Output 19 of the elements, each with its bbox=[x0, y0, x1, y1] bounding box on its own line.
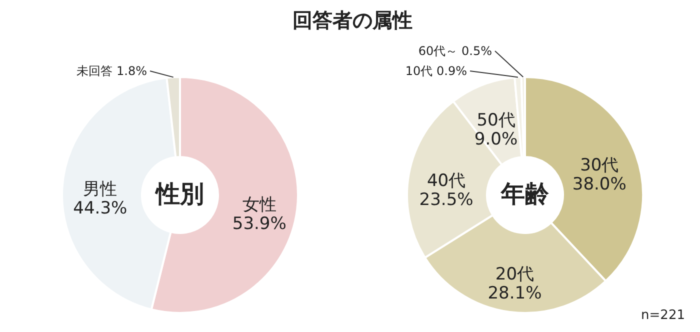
data-label: 44.3% bbox=[73, 198, 128, 219]
data-label: 53.9% bbox=[232, 214, 286, 234]
data-label: 23.5% bbox=[419, 190, 474, 210]
text: 回答者の属性 bbox=[292, 8, 412, 32]
text: 年齢 bbox=[500, 180, 550, 208]
slice-label: 20代 bbox=[495, 264, 534, 284]
slice-label: 60代～ 0.5% bbox=[418, 44, 492, 58]
slice-label: 50代 bbox=[476, 110, 516, 130]
data-label: 9.0% bbox=[474, 129, 518, 150]
slice-label: 30代 bbox=[580, 156, 619, 176]
data-label: 38.0% bbox=[572, 174, 626, 195]
text: n=221 bbox=[641, 308, 685, 323]
slice-label: 未回答 1.8% bbox=[76, 64, 147, 78]
slice-label: 40代 bbox=[426, 170, 466, 191]
slice-label: 10代 0.9% bbox=[405, 64, 467, 78]
slice-label: 女性 bbox=[242, 194, 276, 215]
data-label: 28.1% bbox=[488, 283, 542, 304]
slice-label: 男性 bbox=[83, 180, 118, 200]
text: 性別 bbox=[154, 180, 204, 208]
